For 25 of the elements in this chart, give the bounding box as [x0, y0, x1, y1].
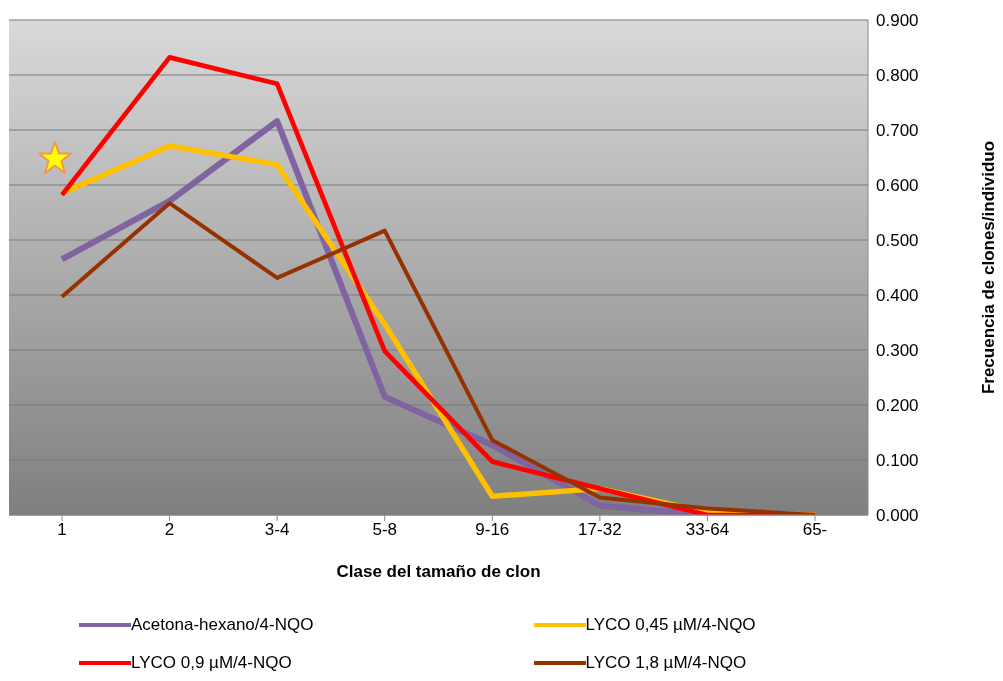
y-tick-label: 0.000 — [876, 506, 919, 526]
y-tick-label: 0.900 — [876, 11, 919, 31]
y-tick-label: 0.600 — [876, 176, 919, 196]
x-tick-label: 17-32 — [578, 520, 622, 540]
y-axis-title: Frecuencia de clones/individuo — [979, 140, 999, 395]
y-tick-label: 0.400 — [876, 286, 919, 306]
y-tick-label: 0.200 — [876, 396, 919, 416]
line-series — [60, 201, 817, 515]
x-tick-label: 65- — [802, 520, 828, 540]
x-axis-title: Clase del tamaño de clon — [336, 562, 541, 581]
x-tick-label: 2 — [164, 520, 175, 540]
x-tick-label: 1 — [57, 520, 67, 540]
legend-label: LYCO 0,45 µM/4-NQO — [585, 615, 756, 635]
y-tick-label: 0.300 — [876, 341, 919, 361]
y-tick-label: 0.800 — [876, 66, 919, 86]
x-tick-label: 9-16 — [475, 520, 510, 540]
x-tick-label: 3-4 — [264, 520, 290, 540]
y-tick-label: 0.700 — [876, 121, 919, 141]
y-tick-label: 0.100 — [876, 451, 919, 471]
x-tick-label: 5-8 — [372, 520, 397, 540]
legend-label: LYCO 0,9 µM/4-NQO — [131, 653, 292, 673]
legend-label: LYCO 1,8 µM/4-NQO — [585, 653, 747, 673]
legend-label: Acetona-hexano/4-NQO — [131, 615, 314, 635]
y-tick-label: 0.500 — [876, 231, 919, 251]
x-tick-label: 33-64 — [685, 520, 730, 540]
